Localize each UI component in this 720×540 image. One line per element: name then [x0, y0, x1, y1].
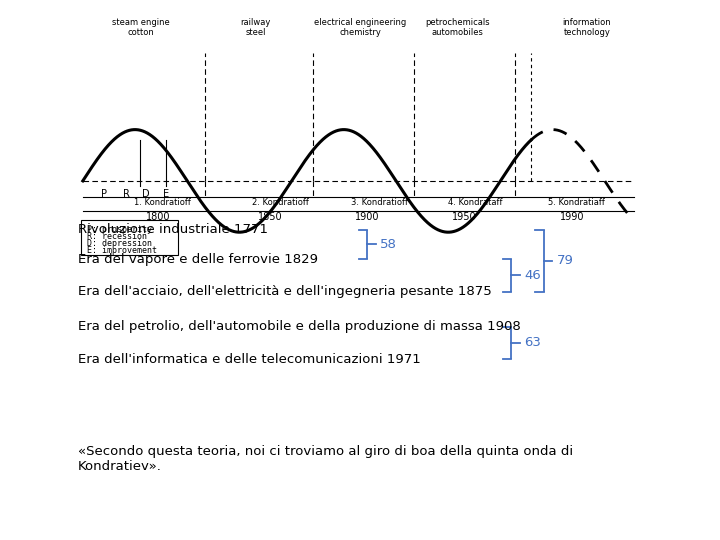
Text: Era del petrolio, dell'automobile e della produzione di massa 1908: Era del petrolio, dell'automobile e dell…: [78, 320, 521, 333]
Text: electrical engineering
chemistry: electrical engineering chemistry: [314, 18, 406, 37]
Text: D: D: [143, 189, 150, 199]
Text: Era del vapore e delle ferrovie 1829: Era del vapore e delle ferrovie 1829: [78, 253, 318, 266]
Text: railway
steel: railway steel: [240, 18, 271, 37]
Text: Rivoluzione industriale 1771: Rivoluzione industriale 1771: [78, 223, 268, 236]
Text: 3. Kondratioff: 3. Kondratioff: [351, 198, 408, 207]
Text: 1850: 1850: [258, 212, 282, 222]
Text: 5. Kondratiaff: 5. Kondratiaff: [548, 198, 604, 207]
Text: information
technology: information technology: [562, 18, 611, 37]
Text: petrochemicals
automobiles: petrochemicals automobiles: [425, 18, 490, 37]
Text: D: depression: D: depression: [87, 239, 152, 248]
Text: 2. Kondratioff: 2. Kondratioff: [253, 198, 309, 207]
Text: Era dell'informatica e delle telecomunicazioni 1971: Era dell'informatica e delle telecomunic…: [78, 353, 420, 366]
Text: 4. Kondrataff: 4. Kondrataff: [448, 198, 503, 207]
Text: 58: 58: [380, 238, 397, 251]
Text: R: R: [122, 189, 130, 199]
Text: 63: 63: [524, 336, 541, 349]
Text: R: recession: R: recession: [87, 232, 147, 241]
Text: 1900: 1900: [355, 212, 379, 222]
Text: E: improvement: E: improvement: [87, 246, 157, 255]
Text: 1950: 1950: [452, 212, 477, 222]
Text: 46: 46: [524, 269, 541, 282]
Text: 1. Kondratioff: 1. Kondratioff: [134, 198, 190, 207]
Text: «Secondo questa teoria, noi ci troviamo al giro di boa della quinta onda di
Kond: «Secondo questa teoria, noi ci troviamo …: [78, 446, 573, 474]
Text: P: prosperity: P: prosperity: [87, 225, 152, 234]
Text: P: P: [102, 189, 107, 199]
Text: E: E: [163, 189, 168, 199]
Text: 1800: 1800: [146, 212, 171, 222]
Text: steam engine
cotton: steam engine cotton: [112, 18, 169, 37]
FancyBboxPatch shape: [81, 220, 178, 255]
Text: Era dell'acciaio, dell'elettricità e dell'ingegneria pesante 1875: Era dell'acciaio, dell'elettricità e del…: [78, 285, 492, 298]
Text: 1990: 1990: [560, 212, 585, 222]
Text: 79: 79: [557, 254, 573, 267]
